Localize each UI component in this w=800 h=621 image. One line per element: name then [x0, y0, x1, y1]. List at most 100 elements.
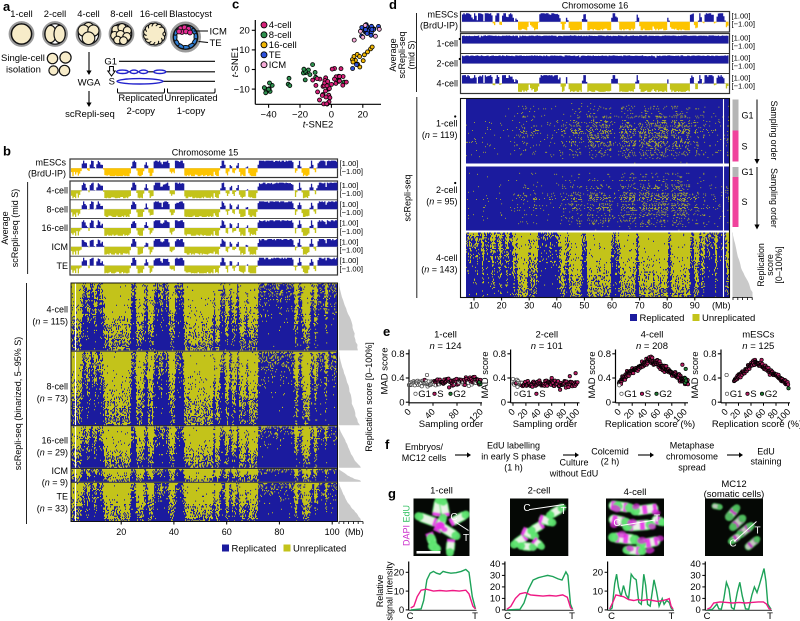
svg-text:(Mb): (Mb)	[712, 301, 731, 311]
svg-text:Culture: Culture	[559, 458, 588, 468]
svg-text:G1: G1	[730, 389, 743, 400]
svg-text:WGA: WGA	[78, 78, 101, 89]
svg-text:0: 0	[245, 65, 250, 76]
svg-text:f: f	[385, 437, 390, 452]
svg-text:T: T	[560, 506, 566, 517]
svg-text:60: 60	[607, 301, 617, 311]
svg-text:0.8: 0.8	[598, 349, 611, 360]
svg-text:0: 0	[495, 605, 500, 616]
svg-text:MC12 cells: MC12 cells	[402, 453, 447, 463]
svg-text:40: 40	[490, 559, 501, 570]
svg-text:20: 20	[497, 301, 507, 311]
svg-text:4-cell: 4-cell	[624, 487, 647, 498]
svg-text:4-cell: 4-cell	[641, 330, 664, 341]
svg-text:[−1.00]: [−1.00]	[340, 246, 363, 255]
svg-text:(n = 73): (n = 73)	[37, 393, 68, 403]
svg-text:(2 h): (2 h)	[601, 457, 620, 467]
svg-text:scRepli-seq (binarized, 5–95%: scRepli-seq (binarized, 5–95% S)	[13, 337, 23, 471]
svg-text:G1: G1	[519, 389, 532, 400]
svg-text:mESCs: mESCs	[427, 10, 458, 20]
svg-text:EdU labelling: EdU labelling	[487, 441, 540, 451]
svg-text:C: C	[613, 518, 620, 529]
svg-text:[1.00]: [1.00]	[340, 159, 359, 168]
svg-text:1-copy: 1-copy	[177, 106, 206, 117]
svg-text:20: 20	[593, 568, 604, 579]
svg-text:0: 0	[501, 397, 506, 408]
svg-text:1-cell: 1-cell	[436, 119, 458, 129]
svg-text:TE: TE	[269, 50, 281, 61]
svg-text:c: c	[232, 0, 239, 12]
svg-text:80: 80	[662, 301, 672, 311]
svg-text:TE: TE	[210, 38, 222, 49]
svg-text:(Mb): (Mb)	[345, 527, 364, 537]
svg-text:g: g	[388, 486, 396, 501]
svg-text:C: C	[407, 611, 414, 621]
svg-text:[1.00]: [1.00]	[732, 34, 751, 43]
svg-text:20: 20	[690, 582, 701, 593]
svg-text:40: 40	[690, 559, 701, 570]
svg-text:S: S	[539, 389, 545, 400]
svg-text:(somatic cells): (somatic cells)	[704, 489, 765, 500]
svg-text:0.4: 0.4	[703, 373, 716, 384]
svg-text:T: T	[767, 611, 773, 621]
svg-text:ICM: ICM	[269, 60, 287, 71]
svg-text:0: 0	[711, 397, 716, 408]
svg-text:C: C	[450, 512, 457, 523]
svg-text:G1: G1	[742, 167, 754, 177]
svg-text:b: b	[3, 144, 11, 159]
svg-text:T: T	[472, 611, 478, 621]
svg-text:8-cell: 8-cell	[110, 8, 132, 19]
svg-text:2-cell: 2-cell	[436, 185, 458, 195]
svg-text:8-cell: 8-cell	[269, 30, 292, 41]
svg-text:30: 30	[524, 301, 534, 311]
svg-text:0.8: 0.8	[493, 349, 506, 360]
svg-text:C: C	[504, 611, 511, 621]
svg-text:0: 0	[719, 407, 730, 418]
svg-text:[−1.00]: [−1.00]	[732, 20, 755, 29]
svg-text:t-SNE1: t-SNE1	[230, 47, 241, 78]
svg-text:ICM: ICM	[52, 466, 69, 476]
svg-text:10: 10	[690, 594, 701, 605]
svg-text:T: T	[463, 533, 469, 544]
svg-text:AveragescRepli-seq (mid S): AveragescRepli-seq (mid S)	[0, 189, 20, 268]
svg-text:16-cell: 16-cell	[41, 223, 68, 233]
svg-text:e: e	[383, 324, 390, 339]
svg-text:C: C	[704, 611, 711, 621]
svg-text:MAD score: MAD score	[380, 348, 391, 395]
svg-text:EdU: EdU	[757, 447, 775, 457]
svg-text:S: S	[645, 389, 651, 400]
svg-text:G2: G2	[765, 389, 778, 400]
svg-text:0.4: 0.4	[391, 373, 404, 384]
svg-text:(1 h): (1 h)	[504, 463, 523, 473]
svg-text:AveragescRepli-seq(mid S): AveragescRepli-seq(mid S)	[388, 31, 416, 78]
svg-text:mESCs: mESCs	[35, 158, 66, 168]
svg-text:S: S	[742, 197, 748, 207]
svg-text:n = 208: n = 208	[636, 341, 668, 352]
svg-text:Replicated: Replicated	[232, 544, 277, 555]
svg-text:Unreplicated: Unreplicated	[164, 93, 217, 104]
svg-text:(n = 33): (n = 33)	[37, 504, 68, 514]
svg-text:MAD score: MAD score	[587, 352, 598, 399]
svg-text:G1: G1	[418, 389, 431, 400]
svg-text:0.8: 0.8	[391, 349, 404, 360]
svg-text:T: T	[669, 611, 675, 621]
svg-text:scRepli-seq: scRepli-seq	[403, 174, 413, 221]
svg-text:(n = 119): (n = 119)	[422, 130, 458, 140]
svg-text:ICM: ICM	[52, 242, 69, 252]
svg-text:Replication score (%): Replication score (%)	[712, 419, 800, 430]
svg-text:40: 40	[169, 527, 179, 537]
svg-text:0: 0	[612, 407, 623, 418]
svg-text:Metaphase: Metaphase	[670, 441, 715, 451]
svg-text:16-cell: 16-cell	[41, 435, 68, 445]
svg-text:Replicated: Replicated	[640, 313, 685, 324]
svg-text:0.4: 0.4	[598, 373, 611, 384]
svg-text:(n = 115): (n = 115)	[32, 317, 68, 327]
svg-text:a: a	[3, 0, 11, 14]
svg-text:C: C	[729, 539, 736, 550]
svg-text:TE: TE	[56, 491, 68, 501]
svg-text:t-SNE2: t-SNE2	[303, 120, 334, 131]
svg-text:0: 0	[696, 605, 701, 616]
svg-text:(BrdU-IP): (BrdU-IP)	[28, 169, 66, 179]
svg-text:1-cell: 1-cell	[436, 39, 458, 49]
svg-text:[−1.00]: [−1.00]	[340, 189, 363, 198]
